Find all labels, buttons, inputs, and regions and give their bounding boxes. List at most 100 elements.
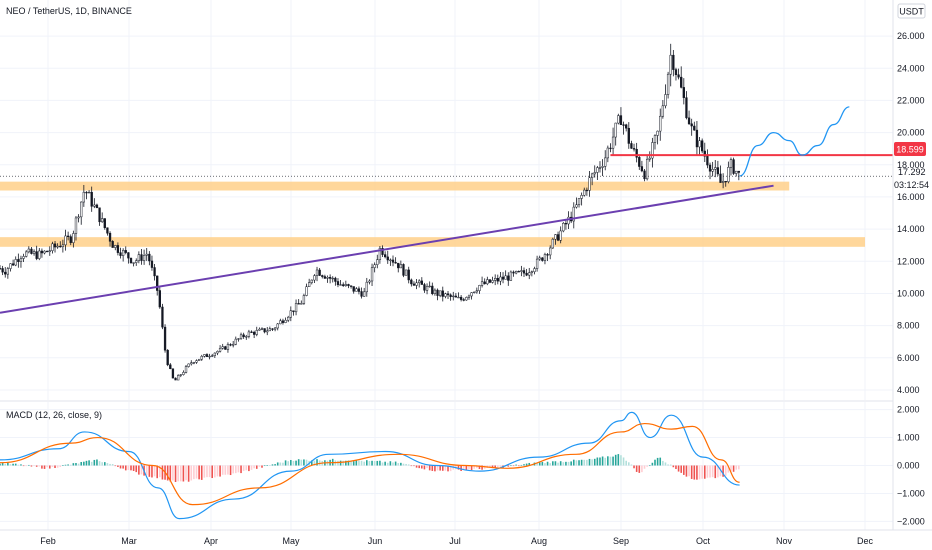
candle-body (22, 256, 25, 259)
macd-histogram-bar (33, 465, 35, 467)
macd-histogram-bar (667, 464, 669, 466)
candle-body (418, 280, 421, 284)
macd-histogram-bar (567, 461, 570, 466)
currency-badge[interactable] (897, 3, 926, 19)
macd-histogram-bar (473, 465, 476, 469)
candle-body (82, 191, 85, 203)
macd-histogram-bar (549, 463, 551, 466)
macd-histogram-bar (384, 461, 386, 466)
macd-histogram-bar (641, 465, 643, 473)
macd-histogram-bar (599, 457, 601, 466)
candle-body (546, 254, 549, 256)
time-tick-label: Oct (696, 536, 711, 546)
macd-histogram-bar (148, 465, 151, 477)
candle-body (357, 288, 361, 292)
macd-histogram-bar (381, 462, 384, 466)
candle-body (535, 258, 539, 269)
candle-body (483, 281, 486, 285)
candle-body (674, 69, 678, 76)
macd-histogram-bar (672, 465, 675, 468)
projection-path[interactable] (739, 106, 850, 177)
macd-histogram-bar (714, 465, 717, 479)
candle-body (501, 276, 505, 280)
macd-histogram-bar (515, 464, 517, 466)
macd-histogram-bar (612, 456, 614, 466)
candle-body (583, 189, 586, 196)
upper-support-zone[interactable] (0, 181, 790, 191)
candle-body (273, 327, 277, 330)
candle-body (195, 360, 198, 363)
candle-body (232, 343, 235, 346)
candle-body (347, 284, 350, 287)
candle-body (87, 191, 91, 194)
macd-histogram-bar (525, 463, 528, 466)
candle-body (402, 264, 405, 276)
macd-histogram-bar (51, 465, 54, 467)
macd-histogram-bar (161, 465, 164, 480)
candle-body (103, 218, 106, 229)
macd-histogram-bar (449, 465, 452, 472)
candle-body (156, 275, 159, 291)
candle-body (0, 268, 2, 270)
candle-body (213, 352, 216, 356)
macd-histogram-bar (462, 465, 465, 470)
candle-body (420, 280, 423, 285)
macd-histogram-bar (135, 465, 138, 473)
candles-layer[interactable] (0, 43, 740, 381)
macd-histogram-bar (20, 464, 22, 466)
candle-body (17, 259, 20, 262)
candle-body (276, 323, 279, 329)
macd-histogram-bar (386, 462, 389, 466)
macd-histogram-bar (206, 465, 208, 478)
candle-body (40, 250, 44, 254)
candle-body (137, 254, 141, 261)
candle-body (129, 257, 133, 263)
candle-body (530, 271, 534, 273)
candle-body (711, 169, 714, 172)
candle-body (205, 354, 209, 357)
macd-histogram-bar (654, 459, 656, 466)
candle-body (287, 316, 290, 321)
candle-body (509, 271, 513, 281)
candle-body (661, 105, 665, 117)
price-axis[interactable]: 26.000 24.000 22.000 20.000 14.000 12.000 10.0… (897, 31, 925, 395)
ascending-trendline[interactable] (0, 184, 774, 314)
macd-histogram-bar (127, 465, 130, 470)
candle-body (428, 285, 431, 288)
candle-body (85, 191, 88, 194)
candle-body (567, 216, 570, 225)
macd-histogram-bar (43, 465, 46, 469)
macd-histogram-bar (208, 465, 211, 478)
resistance-price-label: 18.599 (896, 145, 924, 155)
time-tick-label: Jul (449, 536, 461, 546)
candle-body (363, 291, 366, 297)
macd-histogram-bar (402, 463, 405, 466)
candle-body (234, 338, 237, 345)
macd-histogram-bar (368, 461, 371, 466)
macd-histogram-bar (245, 465, 248, 471)
candle-body (614, 122, 617, 138)
candle-body (179, 374, 182, 376)
candle-body (528, 272, 531, 276)
macd-histogram-bar (48, 465, 51, 469)
macd-histogram-bar (77, 463, 80, 466)
price-tick-label: 14.000 (897, 224, 925, 234)
candle-body (237, 338, 240, 340)
time-axis[interactable]: Feb Mar Apr May Jun Jul Aug Sep Oct Nov Dec (40, 536, 873, 546)
macd-histogram-bar (669, 464, 672, 466)
candle-body (242, 334, 245, 338)
macd-histogram-bar (187, 465, 190, 482)
candle-body (714, 167, 717, 170)
macd-histogram-bar (614, 454, 617, 466)
candle-body (551, 238, 554, 249)
candle-body (719, 173, 722, 183)
candle-body (90, 191, 93, 207)
macd-axis[interactable]: 2.000 1.000 0.000 −1.000 −2.000 (897, 405, 925, 527)
macd-histogram-bar (130, 465, 132, 471)
macd-histogram-bar (119, 465, 122, 469)
candle-body (108, 232, 112, 242)
macd-histogram-bar (316, 459, 318, 466)
candle-body (724, 180, 727, 183)
candle-body (609, 147, 612, 150)
macd-histogram-bar (114, 465, 117, 467)
